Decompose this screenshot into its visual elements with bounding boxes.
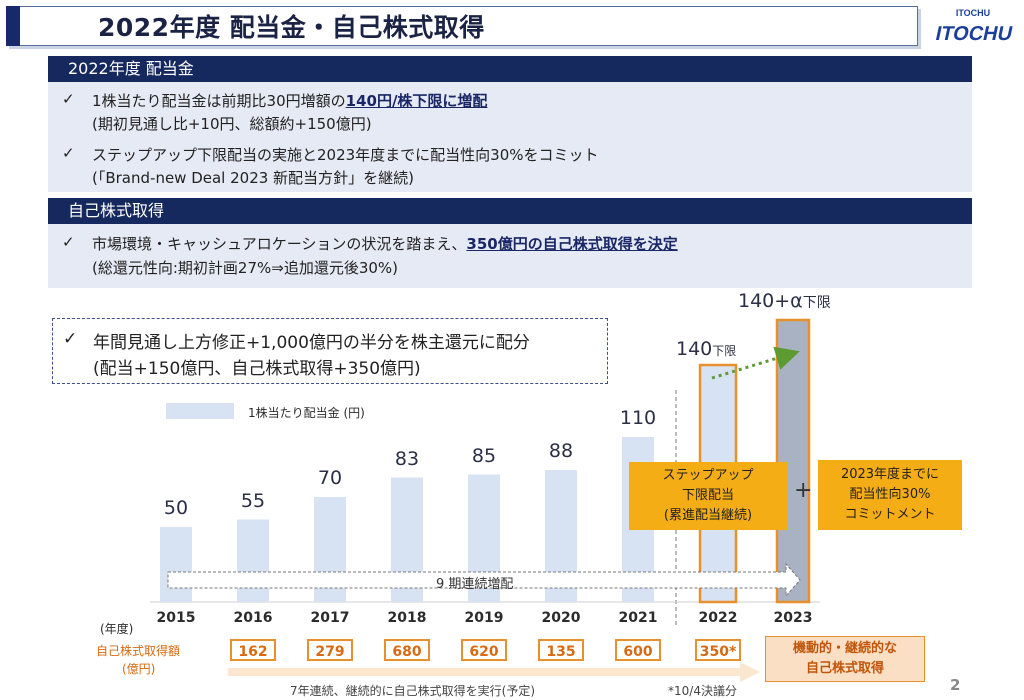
value-label-2023-number: 140+α	[738, 290, 803, 312]
section-body-buyback: ✓ 市場環境・キャッシュアロケーションの状況を踏まえ、350億円の自己株式取得を…	[48, 224, 972, 288]
buyback-value-2017: 279	[307, 639, 353, 661]
section-header-buyback: 自己株式取得	[48, 198, 972, 224]
buyback-item-1-sub: (総還元性向:期初計画27%⇒追加還元後30%)	[92, 259, 399, 277]
callout-line-2: (配当+150億円、自己株式取得+350億円)	[93, 359, 421, 379]
bar-2016	[237, 519, 269, 602]
buyback-unit: (億円)	[122, 662, 156, 676]
page-title: 2022年度 配当金・自己株式取得	[98, 13, 485, 42]
page-number: 2	[950, 676, 961, 694]
callout-box: ✓ 年間見通し上方修正+1,000億円の半分を株主還元に配分 (配当+150億円…	[52, 318, 608, 384]
logo-text-main: ITOCHU	[934, 23, 1015, 45]
dividend-item-1: 1株当たり配当金は前期比30円増額の140円/株下限に増配	[92, 90, 487, 111]
buyback-value-2019: 620	[461, 639, 507, 661]
dividend-item-1-sub: (期初見通し比+10円、総額約+150億円)	[92, 115, 372, 133]
bar-2015	[160, 527, 192, 602]
year-label-2018: 2018	[387, 610, 427, 626]
dividend-item-1-emphasis: 140円/株下限に増配	[345, 92, 488, 110]
value-label-2017: 70	[317, 467, 343, 489]
buyback-value-2016: 162	[230, 639, 276, 661]
value-label-2023: 140+α下限	[738, 290, 831, 312]
year-label-2022: 2022	[698, 610, 738, 626]
buyback-value-2020: 135	[538, 639, 584, 661]
check-icon: ✓	[62, 144, 75, 162]
check-icon: ✓	[62, 233, 75, 251]
year-label-2020: 2020	[541, 610, 581, 626]
growth-arrow	[711, 346, 800, 380]
bar-2023	[775, 318, 811, 604]
dividend-item-2-sub: (「Brand-new Deal 2023 新配当方針」を継続)	[92, 169, 414, 187]
legend-label: 1株当たり配当金 (円)	[248, 406, 365, 420]
buyback-label: 自己株式取得額	[96, 644, 181, 658]
year-label-2015: 2015	[156, 610, 196, 626]
streak-arrow	[167, 562, 801, 598]
buyback-value-2018: 680	[384, 639, 430, 661]
section-body-dividend: ✓ 1株当たり配当金は前期比30円増額の140円/株下限に増配 (期初見通し比+…	[48, 82, 972, 192]
step-up-note: ステップアップ 下限配当 (累進配当継続)	[629, 462, 787, 530]
buyback-item-1-emphasis: 350億円の自己株式取得を決定	[466, 235, 678, 253]
future-buyback-line-2: 自己株式取得	[805, 661, 884, 676]
future-buyback-box: 機動的・継続的な 自己株式取得	[765, 636, 925, 682]
itochu-logo: ITOCHU ITOCHU	[930, 6, 1016, 46]
year-label-2023: 2023	[773, 610, 813, 626]
value-label-2016: 55	[240, 489, 266, 512]
value-label-2023-suffix: 下限	[802, 295, 831, 311]
value-label-2022-number: 140	[676, 338, 713, 360]
title-bar	[6, 6, 918, 46]
buyback-item-1-text: 市場環境・キャッシュアロケーションの状況を踏まえ、	[92, 235, 467, 253]
value-label-2018: 83	[394, 447, 420, 470]
year-label-2021: 2021	[618, 610, 658, 626]
logo-text-top: ITOCHU	[956, 8, 990, 18]
year-unit: (年度)	[100, 622, 134, 636]
value-label-2019: 85	[471, 444, 497, 467]
check-icon: ✓	[63, 329, 78, 349]
dividend-item-1-text: 1株当たり配当金は前期比30円増額の	[92, 92, 346, 110]
year-label-2019: 2019	[464, 610, 504, 626]
value-label-2022: 140下限	[676, 338, 736, 360]
value-label-2015: 50	[163, 497, 189, 519]
callout-line-1: 年間見通し上方修正+1,000億円の半分を株主還元に配分	[93, 333, 530, 353]
buyback-arrow	[228, 662, 760, 682]
value-label-2020: 88	[548, 440, 574, 462]
check-icon: ✓	[62, 90, 75, 108]
buyback-footnote: *10/4決議分	[668, 684, 737, 698]
value-label-2021: 110	[619, 407, 657, 429]
buyback-value-2021: 600	[615, 639, 661, 661]
legend-swatch	[166, 403, 234, 419]
commit-note: 2023年度までに 配当性向30% コミットメント	[818, 460, 962, 530]
year-label-2017: 2017	[310, 610, 350, 626]
buyback-value-2022: 350*	[695, 639, 741, 661]
future-buyback-line-1: 機動的・継続的な	[792, 641, 897, 656]
buyback-arrow-text: 7年連続、継続的に自己株式取得を実行(予定)	[290, 684, 535, 698]
section-header-dividend: 2022年度 配当金	[48, 56, 972, 82]
value-label-2022-suffix: 下限	[712, 344, 737, 358]
title-accent	[6, 6, 20, 46]
dividend-item-2: ステップアップ下限配当の実施と2023年度までに配当性向30%をコミット	[92, 146, 599, 164]
year-label-2016: 2016	[233, 610, 273, 626]
streak-label: 9 期連続増配	[436, 577, 514, 592]
plus-sign: +	[794, 478, 813, 503]
buyback-item-1: 市場環境・キャッシュアロケーションの状況を踏まえ、350億円の自己株式取得を決定	[92, 233, 678, 254]
